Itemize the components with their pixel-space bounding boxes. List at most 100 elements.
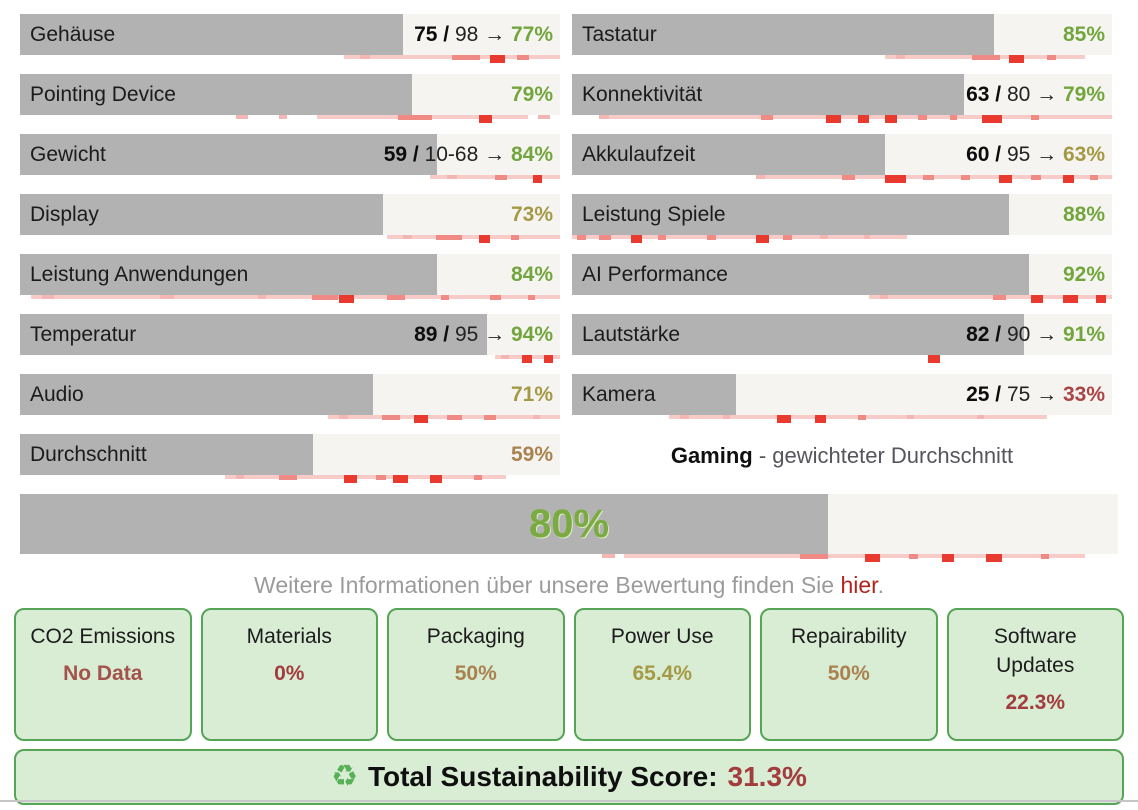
rating-bar-fill xyxy=(572,374,736,415)
distribution-mark xyxy=(489,295,501,300)
bottom-divider xyxy=(0,800,1138,802)
rating-percent: 63% xyxy=(1062,143,1105,166)
rating-score-range: 90 → xyxy=(1006,323,1063,346)
rating-percent: 88% xyxy=(1062,203,1105,226)
rating-score: 79% xyxy=(511,74,553,115)
distribution-mark xyxy=(885,115,898,123)
total-sustainability-value: 31.3% xyxy=(727,761,807,792)
distribution-mark xyxy=(942,554,955,562)
rating-label: Display xyxy=(30,203,99,226)
rating-bar: Leistung Spiele 88% xyxy=(572,194,1112,235)
info-link[interactable]: hier xyxy=(840,572,878,598)
distribution-mark xyxy=(577,235,587,240)
distribution-mark xyxy=(527,295,535,300)
rating-distribution-strip xyxy=(20,235,560,244)
rating-bar-fill xyxy=(20,374,373,415)
rating-row: Audio 71% xyxy=(20,374,560,424)
distribution-mark xyxy=(986,554,1003,562)
rating-raw-score: 59 / xyxy=(383,143,425,166)
rating-bar-fill xyxy=(572,74,965,115)
rating-percent: 84% xyxy=(510,143,553,166)
distribution-mark xyxy=(1031,175,1041,180)
rating-bar-fill xyxy=(572,194,1010,235)
rating-bar: Konnektivität 63 / 80 → 79% xyxy=(572,74,1112,115)
distribution-mark xyxy=(909,554,919,559)
rating-bar: Gehäuse 75 / 98 → 77% xyxy=(20,14,560,55)
rating-row: Gehäuse 75 / 98 → 77% xyxy=(20,14,560,64)
rating-score-range: 95 → xyxy=(454,323,511,346)
distribution-mark xyxy=(917,115,927,120)
rating-row: Pointing Device 79% xyxy=(20,74,560,124)
rating-percent: 79% xyxy=(510,83,553,106)
ratings-column-right: Tastatur 85% Konnektivität 63 / 80 → 79%… xyxy=(572,14,1112,494)
rating-label: Kamera xyxy=(582,383,656,406)
sustainability-cards: CO2 Emissions No Data Materials 0% Packa… xyxy=(0,608,1138,741)
distribution-mark xyxy=(311,295,338,300)
sustainability-card: Materials 0% xyxy=(200,608,378,741)
rating-label: Lautstärke xyxy=(582,323,681,346)
rating-bar-fill xyxy=(20,254,438,295)
rating-score: 73% xyxy=(511,194,553,235)
distribution-line xyxy=(623,554,1086,558)
rating-bar: Temperatur 89 / 95 → 94% xyxy=(20,314,560,355)
distribution-mark xyxy=(971,55,1000,60)
rating-bar-fill xyxy=(572,14,995,55)
distribution-mark xyxy=(41,295,54,299)
distribution-mark xyxy=(1063,175,1075,183)
rating-distribution-strip xyxy=(572,175,1112,184)
distribution-line xyxy=(572,235,907,239)
distribution-mark xyxy=(1047,55,1057,60)
distribution-mark xyxy=(533,415,540,419)
rating-percent: 77% xyxy=(510,23,553,46)
distribution-mark xyxy=(858,415,867,420)
rating-distribution-strip xyxy=(572,415,1112,424)
rating-distribution-strip xyxy=(572,355,1112,364)
distribution-mark xyxy=(601,554,615,558)
ratings-column-left: Gehäuse 75 / 98 → 77% Pointing Device 79… xyxy=(20,14,560,494)
rating-score: 25 / 75 → 33% xyxy=(966,374,1105,415)
distribution-mark xyxy=(680,415,689,419)
rating-score: 60 / 95 → 63% xyxy=(966,134,1105,175)
overall-rating-row: 80% xyxy=(20,494,1118,563)
sustainability-card-title: Repairability xyxy=(790,625,907,648)
distribution-mark xyxy=(430,475,443,483)
rating-row: Kamera 25 / 75 → 33% xyxy=(572,374,1112,424)
distribution-mark xyxy=(403,235,413,239)
distribution-mark xyxy=(533,175,542,183)
rating-label: Leistung Spiele xyxy=(582,203,726,226)
rating-raw-score: 25 / xyxy=(966,383,1007,406)
overall-distribution-strip xyxy=(20,554,1118,563)
distribution-mark xyxy=(479,235,490,243)
rating-score-range: 10-68 → xyxy=(424,143,511,166)
rating-distribution-strip xyxy=(572,235,1112,244)
rating-percent: 94% xyxy=(510,323,553,346)
rating-bar-fill xyxy=(20,14,403,55)
rating-label: Akkulaufzeit xyxy=(582,143,696,166)
rating-row: Temperatur 89 / 95 → 94% xyxy=(20,314,560,364)
distribution-line xyxy=(30,295,560,299)
ratings-grid: Gehäuse 75 / 98 → 77% Pointing Device 79… xyxy=(20,14,1112,494)
rating-label: Durchschnitt xyxy=(30,443,147,466)
rating-row: Gewicht 59 / 10-68 → 84% xyxy=(20,134,560,184)
distribution-mark xyxy=(982,115,1003,123)
rating-label: Audio xyxy=(30,383,84,406)
info-text: Weitere Informationen über unsere Bewert… xyxy=(254,572,841,598)
rating-label: AI Performance xyxy=(582,263,728,286)
sustainability-card-title: Materials xyxy=(246,625,332,648)
rating-bar-fill xyxy=(20,434,314,475)
distribution-mark xyxy=(435,235,462,240)
sustainability-card: CO2 Emissions No Data xyxy=(14,608,192,741)
sustainability-card-value: 50% xyxy=(827,662,870,685)
rating-bar: Kamera 25 / 75 → 33% xyxy=(572,374,1112,415)
rating-distribution-strip xyxy=(572,55,1112,64)
rating-row: Tastatur 85% xyxy=(572,14,1112,64)
distribution-mark xyxy=(344,475,357,483)
distribution-mark xyxy=(236,475,244,479)
distribution-mark xyxy=(543,355,553,363)
rating-percent: 59% xyxy=(510,443,553,466)
rating-distribution-strip xyxy=(20,295,560,304)
rating-percent: 91% xyxy=(1062,323,1105,346)
rating-bar: AI Performance 92% xyxy=(572,254,1112,295)
rating-row: Akkulaufzeit 60 / 95 → 63% xyxy=(572,134,1112,184)
